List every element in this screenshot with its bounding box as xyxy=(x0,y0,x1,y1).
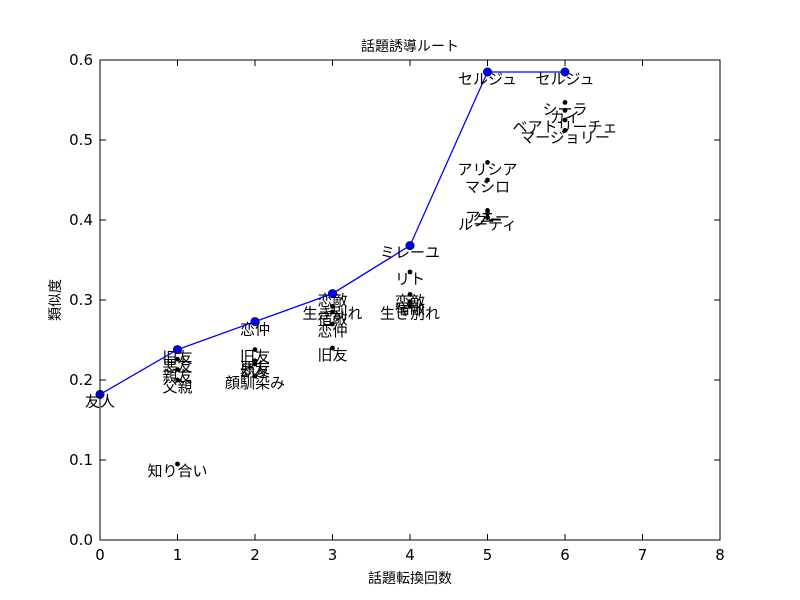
route-label: セルジュ xyxy=(536,70,595,88)
scatter-point xyxy=(485,211,490,217)
chart-title: 話題誘導ルート xyxy=(361,38,459,55)
y-tick-label: 0.3 xyxy=(69,291,93,309)
x-tick-label: 5 xyxy=(483,546,493,564)
y-tick-label: 0.0 xyxy=(69,531,93,549)
route-point xyxy=(173,345,183,355)
point-label: 宿敵 xyxy=(317,310,347,328)
scatter-point xyxy=(562,100,568,105)
route-point xyxy=(405,241,415,251)
y-tick-label: 0.2 xyxy=(69,371,93,389)
scatter-point xyxy=(562,108,568,113)
scatter-point xyxy=(485,177,490,183)
scatter-point xyxy=(562,127,568,133)
scatter-point xyxy=(330,309,335,315)
scatter-point xyxy=(175,356,180,362)
point-label: 幼友 xyxy=(240,362,270,380)
route-point xyxy=(560,67,570,77)
x-tick-label: 6 xyxy=(560,546,570,564)
scatter-point xyxy=(485,160,490,165)
point-label: 生き別れ xyxy=(302,304,362,322)
point-label: 父親 xyxy=(162,378,192,396)
route-point xyxy=(327,289,337,299)
point-label: ルーティ xyxy=(458,216,517,234)
scatter-point xyxy=(175,367,180,372)
scatter-point xyxy=(252,373,258,379)
y-axis-label: 類似度 xyxy=(48,279,64,321)
scatter-point xyxy=(330,321,335,327)
scatter-point xyxy=(252,347,258,352)
point-label: 旧友 xyxy=(317,346,347,364)
point-label: 悪友 xyxy=(240,359,270,377)
scatter-point xyxy=(252,361,258,367)
point-label: マシロ xyxy=(465,178,510,196)
x-tick-label: 7 xyxy=(638,546,648,564)
axis-ticks: 0 1 2 3 4 5 6 7 8 0.0 0.1 0.2 0.3 0.4 0.5 0.6 xyxy=(69,51,725,564)
y-tick-label: 0.4 xyxy=(69,211,93,229)
route-label: セルジュ xyxy=(458,70,517,88)
point-label: 悪友 xyxy=(162,357,192,375)
point-label: ベアトリーチェ xyxy=(512,118,617,136)
point-label: カイ xyxy=(550,108,580,126)
scatter-point xyxy=(407,292,413,297)
y-tick-label: 0.6 xyxy=(69,51,93,69)
scatter-point xyxy=(330,304,335,309)
point-label: 旧友 xyxy=(240,348,270,366)
route-point xyxy=(482,67,492,77)
scatter-point xyxy=(407,299,413,304)
scatter-point xyxy=(407,269,413,275)
y-tick-label: 0.5 xyxy=(69,131,93,149)
x-tick-label: 0 xyxy=(95,546,105,564)
scatter-point xyxy=(330,345,335,351)
x-tick-label: 2 xyxy=(250,546,260,564)
point-label: 生き別れ xyxy=(380,304,440,322)
point-label: クー xyxy=(472,212,502,230)
x-axis-label: 話題転換回数 xyxy=(368,570,452,587)
x-tick-label: 4 xyxy=(405,546,415,564)
x-tick-label: 8 xyxy=(715,546,725,564)
scatter-point xyxy=(175,377,180,383)
point-label: リト xyxy=(395,270,425,288)
route-label: ミレーユ xyxy=(380,244,440,262)
y-tick-label: 0.1 xyxy=(69,451,93,469)
scatter-point xyxy=(407,304,413,309)
point-label: 知り合い xyxy=(147,462,207,480)
route-point xyxy=(250,317,260,327)
scatter-point xyxy=(175,461,180,467)
x-tick-label: 3 xyxy=(328,546,338,564)
data-layer: 知り合い旧友悪友親友父親旧友悪友幼友顔馴染み恋仲旧友恋仲宿敵生き別れ恋敵リト恋敵… xyxy=(85,67,618,480)
point-label: 親友 xyxy=(162,368,192,386)
scatter-point xyxy=(562,117,568,123)
point-label: アリシア xyxy=(457,160,517,178)
x-tick-label: 1 xyxy=(173,546,183,564)
point-label: マージョリー xyxy=(520,128,610,146)
point-label: 顔馴染み xyxy=(225,374,285,392)
scatter-point xyxy=(485,215,490,221)
point-label: 恋仲 xyxy=(317,322,347,340)
